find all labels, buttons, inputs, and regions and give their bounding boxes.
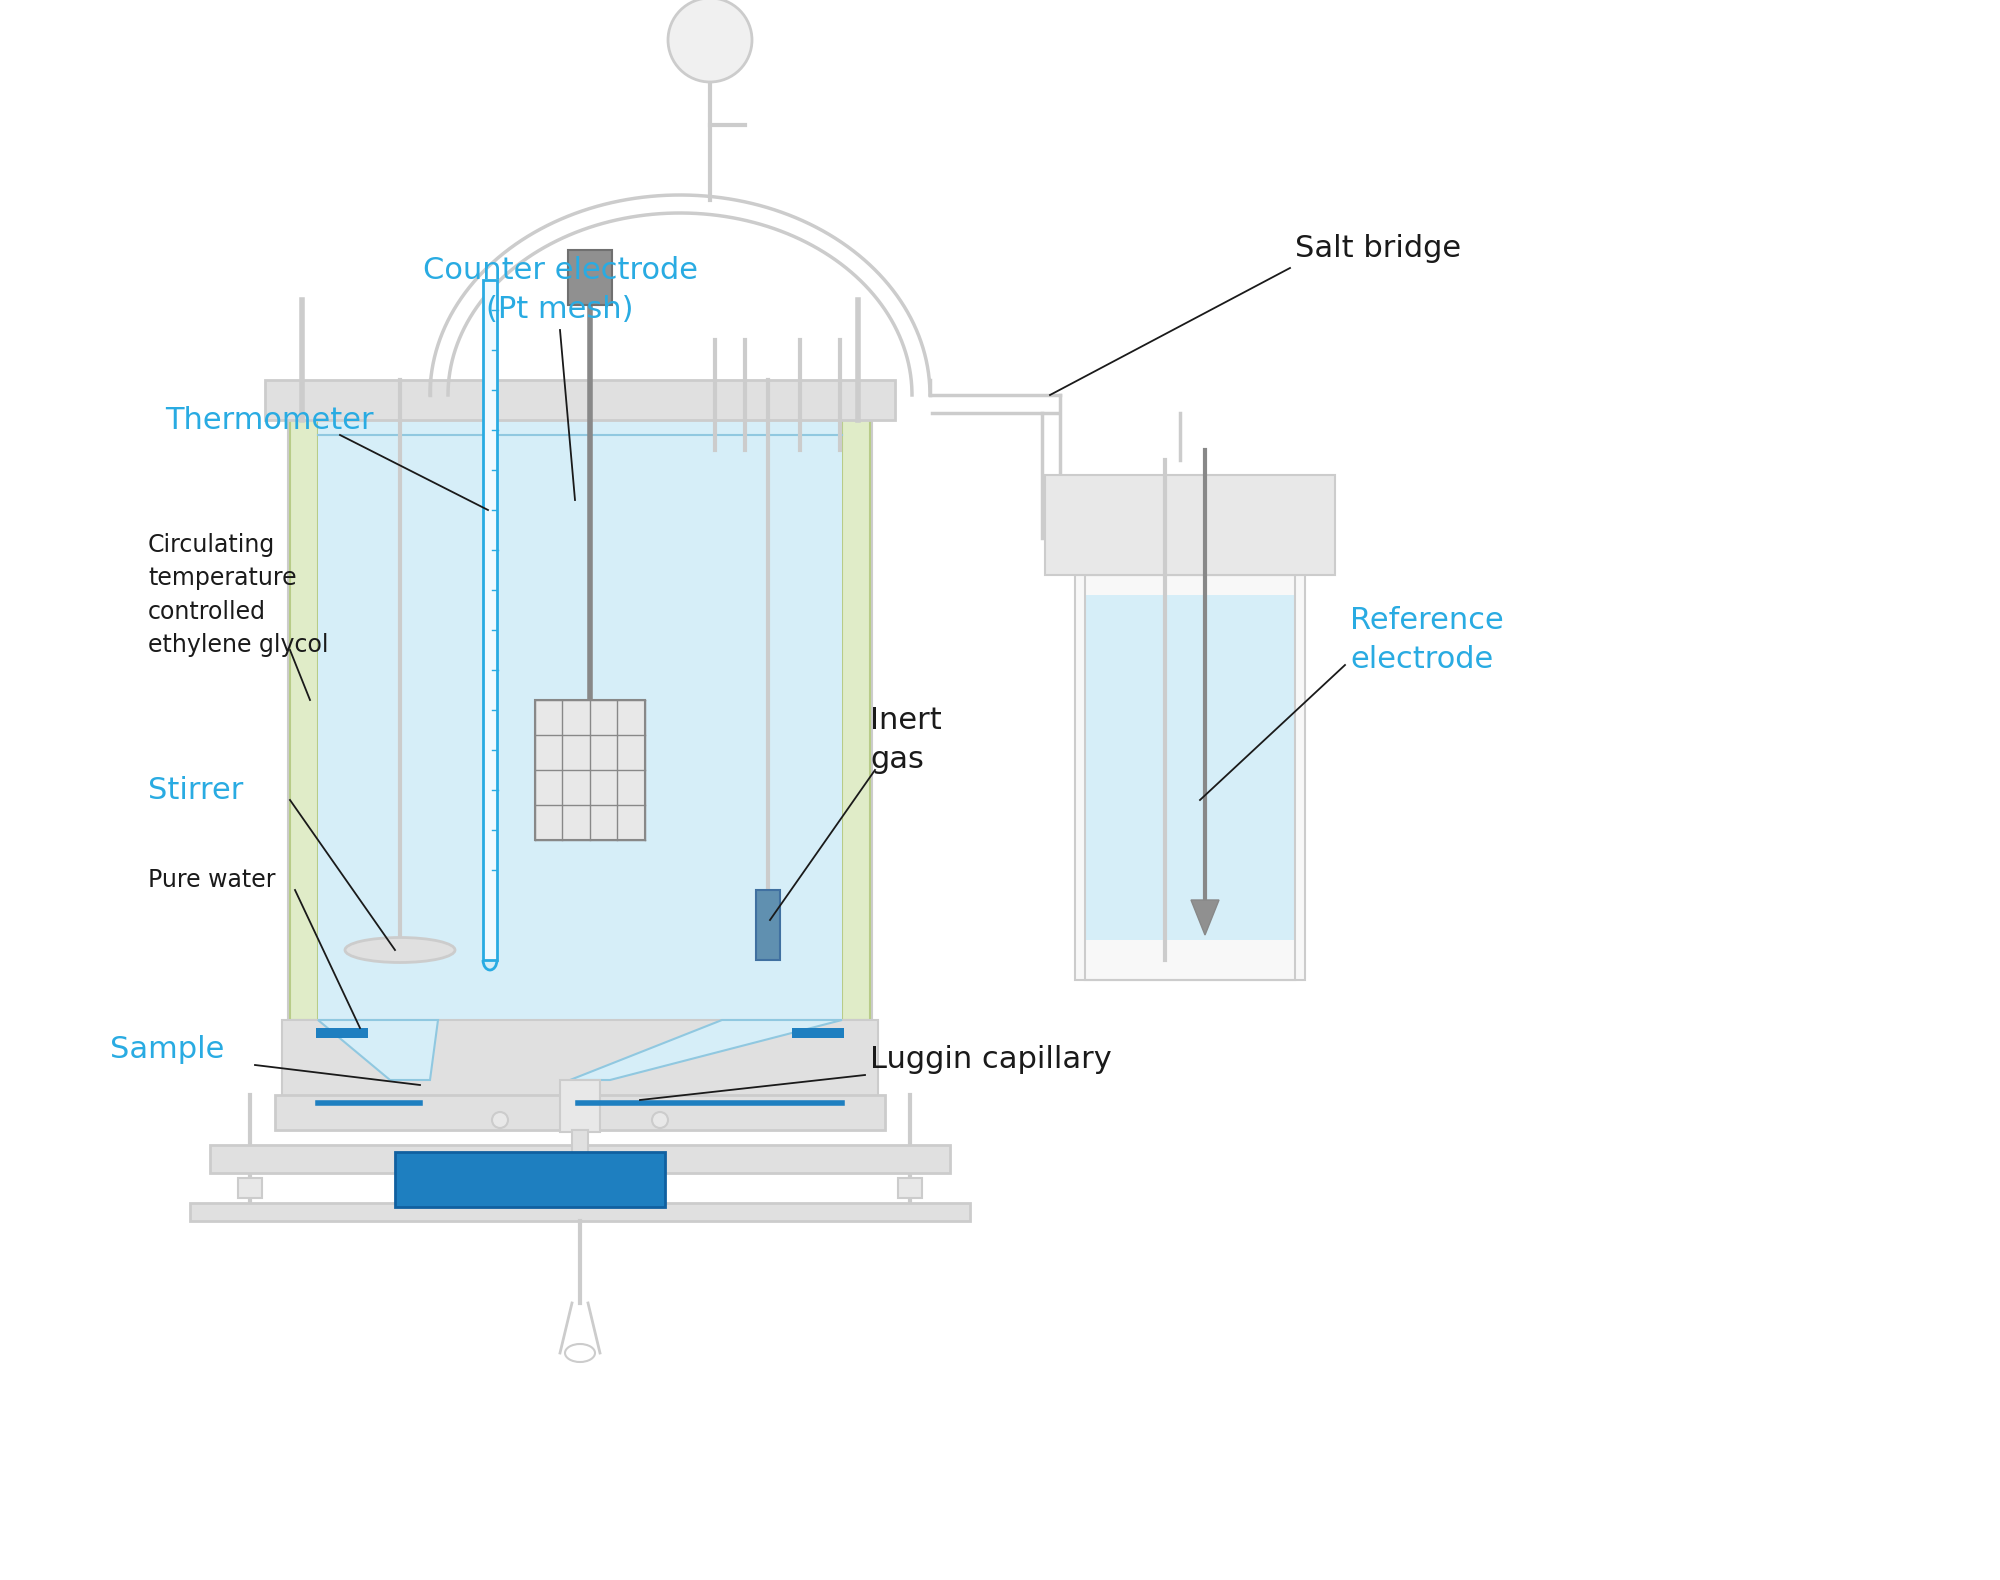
Bar xyxy=(1044,476,1336,575)
Polygon shape xyxy=(1050,490,1330,575)
Bar xyxy=(484,280,498,961)
Bar xyxy=(1084,596,1296,940)
Text: Inert
gas: Inert gas xyxy=(870,706,942,774)
Text: Pure water: Pure water xyxy=(148,867,276,893)
Polygon shape xyxy=(570,1021,842,1081)
Bar xyxy=(1084,575,1296,980)
Circle shape xyxy=(668,0,752,82)
Text: Thermometer: Thermometer xyxy=(166,406,374,434)
Polygon shape xyxy=(1192,901,1220,935)
Bar xyxy=(536,700,646,841)
Bar xyxy=(316,1029,368,1038)
Bar xyxy=(572,1130,588,1180)
Bar xyxy=(842,400,870,1021)
Bar xyxy=(568,250,612,305)
Bar xyxy=(396,1152,666,1207)
Text: Sample: Sample xyxy=(110,1035,224,1065)
Bar xyxy=(288,400,872,1021)
Bar xyxy=(290,400,318,1021)
Circle shape xyxy=(652,1112,668,1128)
Text: Luggin capillary: Luggin capillary xyxy=(870,1046,1112,1074)
Polygon shape xyxy=(318,1021,438,1081)
Polygon shape xyxy=(282,1021,878,1098)
Ellipse shape xyxy=(346,937,456,962)
Bar xyxy=(276,1095,886,1130)
Text: Circulating
temperature
controlled
ethylene glycol: Circulating temperature controlled ethyl… xyxy=(148,532,328,657)
Text: Counter electrode
(Pt mesh): Counter electrode (Pt mesh) xyxy=(422,256,698,324)
Bar xyxy=(560,1081,600,1131)
Bar xyxy=(190,1202,970,1221)
Text: Reference
electrode: Reference electrode xyxy=(1350,607,1504,673)
Bar xyxy=(318,400,842,1021)
Text: Salt bridge: Salt bridge xyxy=(1296,234,1462,262)
Text: Stirrer: Stirrer xyxy=(148,776,244,804)
Bar xyxy=(210,1146,950,1172)
Bar xyxy=(238,1179,262,1198)
Bar xyxy=(898,1179,922,1198)
Bar xyxy=(1076,575,1304,980)
Bar xyxy=(792,1029,844,1038)
Circle shape xyxy=(492,1112,508,1128)
Bar xyxy=(266,381,896,420)
Bar xyxy=(756,890,780,961)
